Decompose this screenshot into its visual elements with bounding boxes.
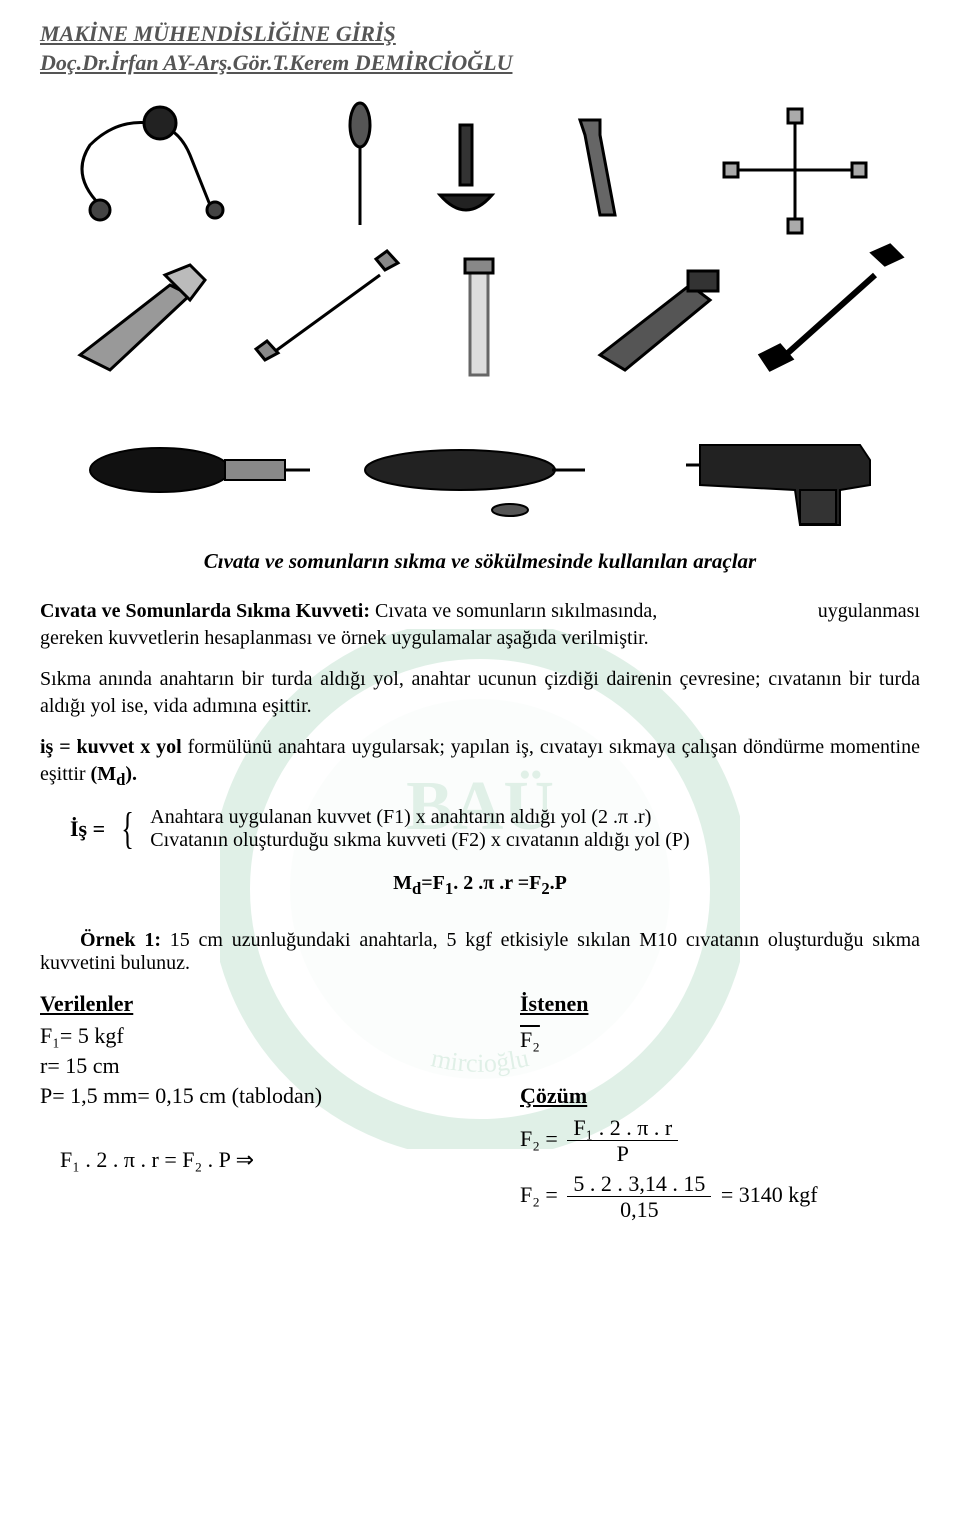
tools-svg [40, 95, 920, 535]
brace-symbol: { [121, 809, 134, 849]
wanted-solution-column: İstenen F₂ Çözüm F₂ = F₁ . 2 . π . r P F… [520, 991, 920, 1227]
solution-eq2: F₂ = 5 . 2 . 3,14 . 15 0,15 = 3140 kgf [520, 1171, 920, 1223]
is-label: İş = [70, 816, 105, 842]
given-f1: F₁= 5 kgf [40, 1023, 440, 1049]
given-head: Verilenler [40, 991, 440, 1017]
example-body: 15 cm uzunluğundaki anahtarla, 5 kgf etk… [40, 929, 920, 974]
eq-b: =F [421, 872, 445, 894]
wanted-head: İstenen [520, 991, 920, 1017]
p3-d: ). [125, 763, 137, 785]
solution-head: Çözüm [520, 1083, 920, 1109]
moment-equation: Md=F1. 2 .π .r =F2.P [40, 872, 920, 899]
paragraph-1: Cıvata ve Somunlarda Sıkma Kuvveti: Cıva… [40, 598, 920, 652]
work-equation-brace: İş = { Anahtara uygulanan kuvvet (F1) x … [40, 806, 920, 852]
eq2-res: = 3140 kgf [721, 1182, 818, 1207]
brace-line-1: Anahtara uygulanan kuvvet (F1) x anahtar… [150, 806, 689, 829]
example-title: Örnek 1: [80, 929, 161, 951]
page-header-title: MAKİNE MÜHENDİSLİĞİNE GİRİŞ [40, 20, 920, 49]
example-1-text: Örnek 1: 15 cm uzunluğundaki anahtarla, … [40, 929, 920, 975]
p1-text-b: gereken kuvvetlerin hesaplanması ve örne… [40, 627, 649, 649]
solution-eq1: F₂ = F₁ . 2 . π . r P [520, 1115, 920, 1167]
page-header-authors: Doç.Dr.İrfan AY-Arş.Gör.T.Kerem DEMİRCİO… [40, 49, 920, 78]
tools-figure [40, 95, 920, 541]
given-r: r= 15 cm [40, 1053, 440, 1079]
solution-lhs: F₁ . 2 . π . r = F₂ . P ⇒ [60, 1147, 440, 1173]
eq1-lhs: F₂ = [520, 1126, 558, 1151]
p1-text-a: Cıvata ve somunların sıkılmasında, [375, 600, 657, 622]
p3-a: iş = kuvvet x yol [40, 736, 182, 758]
p1-lead: Cıvata ve Somunlarda Sıkma Kuvveti: [40, 600, 370, 622]
wanted-val: F₂ [520, 1027, 540, 1053]
paragraph-2: Sıkma anında anahtarın bir turda aldığı … [40, 666, 920, 720]
p3-sub: d [116, 770, 125, 789]
p1-right-word: uygulanması [818, 598, 920, 625]
paragraph-3: iş = kuvvet x yol formülünü anahtara uyg… [40, 734, 920, 792]
eq1-den: P [611, 1141, 635, 1166]
eq2-num: 5 . 2 . 3,14 . 15 [567, 1171, 711, 1197]
eq-c: . 2 .π .r =F [453, 872, 541, 894]
figure-caption: Cıvata ve somunların sıkma ve sökülmesin… [40, 549, 920, 574]
eq-m: M [393, 872, 412, 894]
p3-c: (M [91, 763, 117, 785]
eq1-num: F₁ . 2 . π . r [567, 1115, 678, 1141]
eq2-den: 0,15 [614, 1197, 665, 1222]
eq-d: .P [550, 872, 567, 894]
given-p: P= 1,5 mm= 0,15 cm (tablodan) [40, 1083, 440, 1109]
brace-line-2: Cıvatanın oluşturduğu sıkma kuvveti (F2)… [150, 829, 689, 852]
given-column: Verilenler F₁= 5 kgf r= 15 cm P= 1,5 mm=… [40, 991, 440, 1227]
eq2-lhs: F₂ = [520, 1182, 558, 1207]
